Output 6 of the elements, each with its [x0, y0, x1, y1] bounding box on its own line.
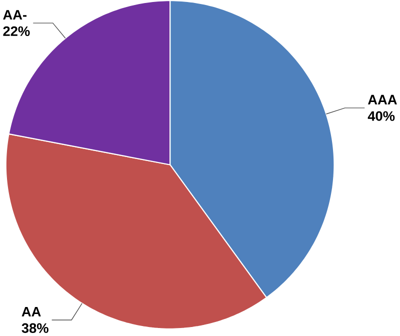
data-label: 40%	[368, 111, 395, 122]
data-label: 22%	[3, 26, 30, 36]
data-label: 38%	[22, 323, 48, 334]
slice-label: AA-	[3, 10, 27, 20]
slice-label: AAA	[368, 95, 397, 104]
slice-label: AA	[22, 307, 41, 317]
